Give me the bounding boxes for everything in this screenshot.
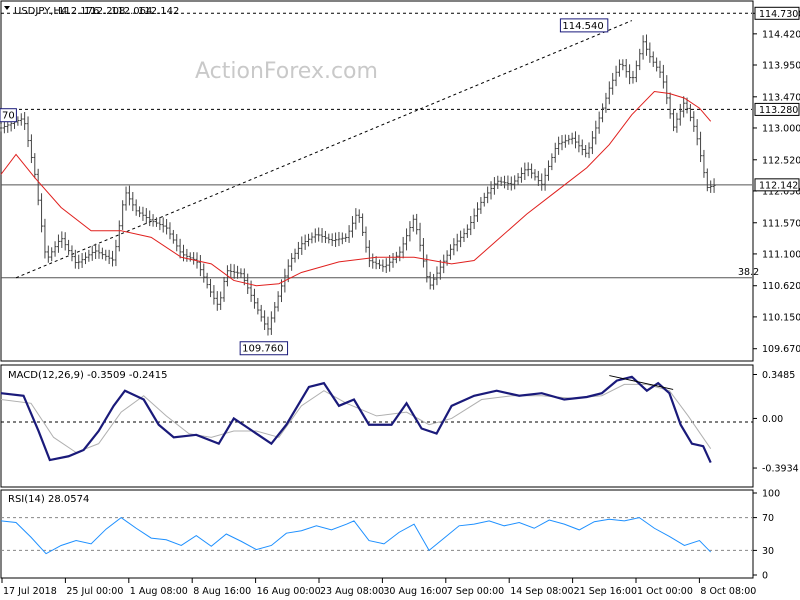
price-panel-frame — [0, 0, 754, 362]
x-tick-label: 23 Aug 08:00 — [320, 586, 384, 597]
x-tick-label: 25 Jul 00:00 — [66, 586, 123, 597]
sma-line — [0, 90, 712, 287]
x-tick-label: 7 Sep 00:00 — [447, 586, 504, 597]
price-annotation-label: 109.760 — [242, 344, 283, 355]
price-level-tag-label: 112.142 — [759, 180, 798, 191]
x-tick-label: 30 Aug 16:00 — [383, 586, 447, 597]
rsi-panel-frame — [0, 489, 754, 579]
rsi-tick-label: 0 — [762, 571, 768, 582]
watermark: ActionForex.com — [195, 59, 378, 84]
macd-divergence-line — [609, 375, 674, 390]
ohlc-high: 112.208 — [84, 6, 125, 17]
price-annotation-box — [559, 18, 609, 33]
rsi-label: RSI(14) 28.0574 — [8, 494, 89, 505]
x-tick-label: 8 Oct 08:00 — [700, 586, 756, 597]
price-tick-label: 111.100 — [762, 249, 800, 260]
price-panel: 38.2 114.730 114.420 113.950 113.470 113.000… — [0, 0, 800, 362]
price-level-tag — [754, 6, 800, 20]
x-tick-label: 21 Sep 16:00 — [574, 586, 637, 597]
x-tick-label: 14 Sep 08:00 — [510, 586, 573, 597]
macd-main-line — [0, 375, 712, 464]
price-tick-label: 112.050 — [762, 186, 800, 197]
price-tick-label: 114.420 — [762, 29, 800, 40]
symbol-label: USDJPY,H4 — [14, 6, 67, 17]
x-tick-label: 17 Jul 2018 — [3, 586, 57, 597]
x-tick-label: 1 Oct 00:00 — [637, 586, 693, 597]
price-annotation-label: 114.540 — [562, 21, 603, 32]
macd-label: MACD(12,26,9) -0.3509 -0.2415 — [8, 370, 168, 381]
ohlc-open: 112.176 — [58, 6, 99, 17]
ohlc-close: 112.142 — [138, 6, 179, 17]
macd-panel: 0.3485 0.00 -0.3934 MACD(12,26,9) -0.3509 … — [0, 364, 799, 488]
x-tick-label: 16 Aug 00:00 — [257, 586, 321, 597]
fib-level-label: 38.2 — [738, 267, 759, 278]
price-annotation-label: 70 — [2, 111, 15, 122]
x-tick-label: 8 Aug 16:00 — [193, 586, 251, 597]
price-tick-label: 113.470 — [762, 92, 800, 103]
price-tick-label: 113.000 — [762, 123, 800, 134]
macd-tick-label: 0.3485 — [762, 370, 795, 381]
price-level-tag-label: 113.280 — [759, 105, 798, 116]
symbol-header: USDJPY,H4 112.176 112.208 112.064 112.14… — [14, 6, 179, 17]
price-tick-label: 111.570 — [762, 218, 800, 229]
price-level-tag-label: 114.730 — [759, 9, 798, 20]
rsi-panel: 100 70 30 0 RSI(14) 28.0574 — [0, 489, 780, 582]
rsi-tick-label: 100 — [762, 489, 780, 500]
price-tick-label: 112.520 — [762, 155, 800, 166]
rsi-tick-label: 30 — [762, 546, 774, 557]
collapse-arrow-icon — [4, 6, 10, 10]
price-annotation-box — [0, 108, 17, 123]
macd-panel-frame — [0, 364, 754, 488]
x-axis: 17 Jul 2018 25 Jul 00:00 1 Aug 08:00 8 Aug … — [1, 578, 756, 597]
macd-tick-label: -0.3934 — [762, 464, 799, 475]
rsi-line — [0, 516, 712, 555]
ohlc-low: 112.064 — [111, 6, 152, 17]
price-level-tag — [754, 102, 800, 116]
macd-signal-line — [0, 383, 712, 454]
price-tick-label: 110.150 — [762, 312, 800, 323]
x-tick-label: 1 Aug 08:00 — [130, 586, 188, 597]
price-level-tag — [754, 178, 800, 192]
price-annotation-box — [239, 341, 289, 356]
price-tick-label: 109.670 — [762, 344, 800, 355]
price-tick-label: 110.620 — [762, 281, 800, 292]
rsi-tick-label: 70 — [762, 513, 774, 524]
macd-tick-label: 0.00 — [762, 414, 783, 425]
price-tick-label: 113.950 — [762, 60, 800, 71]
